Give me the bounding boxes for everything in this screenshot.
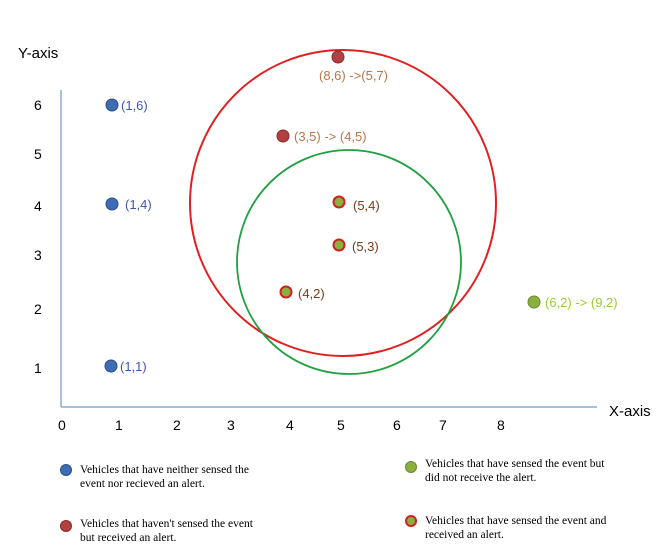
- point-6-2-to-9-2: (6,2) -> (9,2): [527, 295, 618, 310]
- point-3-5-to-4-5: (3,5) -> (4,5): [276, 129, 367, 144]
- point-label: (5,3): [352, 239, 379, 254]
- legend-text: Vehicles that haven't sensed the event b…: [80, 518, 253, 544]
- x-tick-8: 8: [497, 417, 505, 433]
- legend-text: Vehicles that have sensed the event but …: [425, 458, 605, 484]
- x-tick-0: 0: [58, 417, 66, 433]
- point-4-2: (4,2): [279, 285, 325, 301]
- y-tick-4: 4: [34, 198, 42, 214]
- point-1-6: (1,6): [105, 98, 148, 113]
- red-dot: [276, 129, 290, 143]
- sensing-range-circle: [236, 149, 462, 375]
- x-axis-title: X-axis: [609, 403, 651, 420]
- red-green-dot: [279, 285, 293, 299]
- y-tick-5: 5: [34, 146, 42, 162]
- x-tick-1: 1: [115, 417, 123, 433]
- blue-dot: [104, 359, 118, 373]
- point-5-4: (5,4): [332, 195, 380, 213]
- point-label: (6,2) -> (9,2): [545, 295, 618, 310]
- x-tick-5: 5: [337, 417, 345, 433]
- point-label: (3,5) -> (4,5): [294, 129, 367, 144]
- y-tick-2: 2: [34, 301, 42, 317]
- x-tick-2: 2: [173, 417, 181, 433]
- legend-green: Vehicles that have sensed the event but …: [405, 457, 615, 485]
- point-label: (4,2): [298, 286, 325, 301]
- point-label: (1,4): [125, 197, 152, 212]
- legend-red: Vehicles that haven't sensed the event b…: [60, 517, 270, 545]
- point-label: (8,6) ->(5,7): [319, 68, 388, 83]
- x-tick-7: 7: [439, 417, 447, 433]
- point-label: (1,6): [121, 98, 148, 113]
- red-green-dot: [332, 238, 346, 252]
- legend-text: Vehicles that have sensed the event and …: [425, 515, 607, 541]
- legend-blue: Vehicles that have neither sensed the ev…: [60, 463, 270, 491]
- point-1-4: (1,4): [105, 197, 152, 212]
- y-tick-1: 1: [34, 360, 42, 376]
- x-tick-4: 4: [286, 417, 294, 433]
- red-green-dot-icon: [405, 515, 417, 527]
- blue-dot: [105, 197, 119, 211]
- legend-red-green: Vehicles that have sensed the event and …: [405, 514, 615, 542]
- red-green-dot: [332, 195, 346, 209]
- red-dot: [331, 50, 345, 64]
- blue-dot-icon: [60, 464, 72, 476]
- x-tick-3: 3: [227, 417, 235, 433]
- alert-range-circle: [189, 49, 497, 357]
- y-tick-3: 3: [34, 247, 42, 263]
- point-label: (5,4): [353, 198, 380, 213]
- green-dot-icon: [405, 461, 417, 473]
- point-label: (1,1): [120, 359, 147, 374]
- red-dot-icon: [60, 520, 72, 532]
- legend-text: Vehicles that have neither sensed the ev…: [80, 464, 249, 490]
- x-tick-6: 6: [393, 417, 401, 433]
- blue-dot: [105, 98, 119, 112]
- y-axis-title: Y-axis: [18, 45, 58, 62]
- point-5-3: (5,3): [332, 238, 379, 254]
- y-tick-6: 6: [34, 97, 42, 113]
- point-8-6-to-5-7: (8,6) ->(5,7): [319, 50, 388, 83]
- green-dot: [527, 295, 541, 309]
- point-1-1: (1,1): [104, 359, 147, 374]
